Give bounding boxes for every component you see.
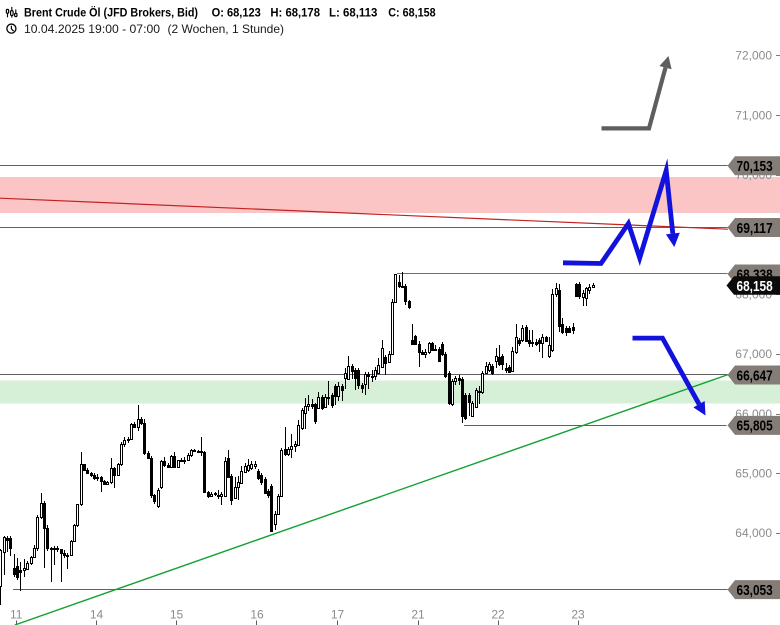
svg-text:L: 68,113: L: 68,113 — [329, 5, 378, 19]
svg-text:11: 11 — [10, 608, 23, 622]
svg-text:71,000: 71,000 — [735, 108, 772, 122]
svg-text:21: 21 — [411, 608, 425, 622]
svg-text:10.04.2025 19:00 - 07:00: 10.04.2025 19:00 - 07:00 — [24, 22, 160, 36]
svg-text:69,117: 69,117 — [737, 221, 773, 237]
svg-text:(2 Wochen, 1 Stunde): (2 Wochen, 1 Stunde) — [168, 22, 285, 36]
svg-text:65,805: 65,805 — [737, 419, 773, 435]
svg-text:22: 22 — [491, 608, 505, 622]
svg-text:C: 68,158: C: 68,158 — [388, 5, 436, 19]
svg-text:O: 68,123: O: 68,123 — [212, 5, 261, 19]
svg-text:68,158: 68,158 — [737, 279, 773, 295]
svg-text:Brent Crude Öl (JFD Brokers, B: Brent Crude Öl (JFD Brokers, Bid) — [24, 4, 198, 19]
svg-text:14: 14 — [90, 608, 104, 622]
svg-text:15: 15 — [170, 608, 184, 622]
svg-text:72,000: 72,000 — [735, 49, 772, 63]
svg-text:64,000: 64,000 — [735, 526, 772, 540]
svg-text:66,647: 66,647 — [737, 368, 773, 384]
svg-text:16: 16 — [250, 608, 264, 622]
svg-text:H: 68,178: H: 68,178 — [270, 5, 320, 19]
svg-text:67,000: 67,000 — [735, 347, 772, 361]
svg-text:65,000: 65,000 — [735, 467, 772, 481]
svg-text:23: 23 — [571, 608, 585, 622]
svg-text:70,153: 70,153 — [737, 159, 773, 175]
svg-text:17: 17 — [331, 608, 345, 622]
svg-text:63,053: 63,053 — [737, 583, 773, 599]
